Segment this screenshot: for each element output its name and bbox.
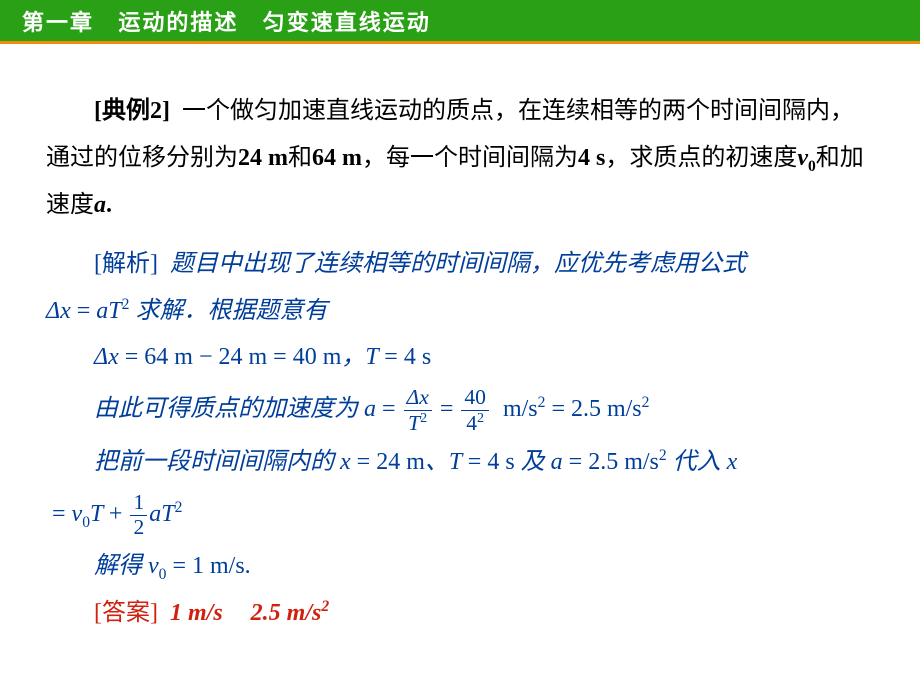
frac-num-40: 40 bbox=[461, 386, 489, 411]
a-val-exp: 2 bbox=[659, 447, 667, 464]
problem-text-2: ，每一个时间间隔为 bbox=[362, 145, 578, 171]
eq-1: = bbox=[382, 396, 396, 422]
kinematic-equation: = v0T + 1 2 aT2 bbox=[46, 486, 874, 544]
period: . bbox=[106, 192, 112, 218]
delta-x-2: Δx bbox=[94, 344, 119, 370]
analysis-line-1: [解析] 题目中出现了连续相等的时间间隔，应优先考虑用公式 bbox=[46, 241, 874, 288]
a-pretext: 由此可得质点的加速度为 bbox=[94, 396, 358, 422]
chapter-topic-1: 运动的描述 bbox=[118, 10, 238, 35]
x-var: x bbox=[340, 449, 351, 475]
v-var: v bbox=[72, 501, 83, 527]
v0-sub-2: 0 bbox=[159, 566, 167, 583]
plus-sign: + bbox=[109, 501, 123, 527]
example-problem: [典例2] 一个做匀加速直线运动的质点，在连续相等的两个时间间隔内，通过的位移分… bbox=[46, 88, 874, 229]
computation-dx: Δx = 64 m − 24 m = 40 m，T = 4 s bbox=[46, 334, 874, 381]
sub-tail: 代入 bbox=[673, 449, 721, 475]
analysis-label: [解析] bbox=[94, 251, 158, 277]
chapter-number: 第一章 bbox=[22, 10, 94, 35]
frac-half: 1 2 bbox=[130, 491, 147, 540]
value-24m: 24 m bbox=[238, 145, 288, 171]
T-var-3: T bbox=[90, 501, 103, 527]
solve-v0: 解得 v0 = 1 m/s. bbox=[46, 543, 874, 590]
frac-num-dx: Δx bbox=[404, 386, 432, 411]
formula-dx-aT2: Δx = aT2 求解．根据题意有 bbox=[46, 288, 874, 335]
page-content: [典例2] 一个做匀加速直线运动的质点，在连续相等的两个时间间隔内，通过的位移分… bbox=[0, 44, 920, 657]
frac-den-T2: T2 bbox=[404, 411, 432, 436]
sep-ji: 及 bbox=[521, 449, 545, 475]
sub-pretext: 把前一段时间间隔内的 bbox=[94, 449, 334, 475]
delta-x: Δx bbox=[46, 298, 71, 324]
conj-and: 和 bbox=[288, 145, 312, 171]
eq-3: = bbox=[52, 501, 66, 527]
v0-var: v bbox=[148, 553, 159, 579]
example-label: [典例2] bbox=[94, 98, 170, 124]
var-v: v bbox=[797, 145, 808, 171]
unit-ms2-a: m/s bbox=[503, 396, 538, 422]
aT2-exp: 2 bbox=[175, 499, 183, 516]
answer-a-exp: 2 bbox=[321, 598, 329, 615]
a-var: a bbox=[364, 396, 376, 422]
eq-2: = bbox=[440, 396, 454, 422]
answer-a: 2.5 m/s bbox=[251, 600, 322, 626]
half-num: 1 bbox=[130, 491, 147, 516]
unit-exp-a: 2 bbox=[538, 394, 546, 411]
a-val-2: = 2.5 m/s bbox=[569, 449, 659, 475]
problem-text-3: ，求质点的初速度 bbox=[605, 145, 797, 171]
answer-label: [答案] bbox=[94, 600, 158, 626]
value-64m: 64 m bbox=[312, 145, 362, 171]
aT: aT bbox=[96, 298, 121, 324]
T-val-2: = 4 s bbox=[468, 449, 515, 475]
frac-40-16: 40 42 bbox=[461, 386, 489, 436]
x-var-2: x bbox=[727, 449, 738, 475]
eq-sign: = bbox=[77, 298, 91, 324]
frac-den-42: 42 bbox=[461, 411, 489, 436]
frac-dx-T2: Δx T2 bbox=[404, 386, 432, 436]
a-var-2: a bbox=[551, 449, 563, 475]
chapter-title: 第一章 运动的描述 匀变速直线运动 bbox=[22, 5, 431, 37]
solve-pretext: 解得 bbox=[94, 553, 142, 579]
substitution-line: 把前一段时间间隔内的 x = 24 m、T = 4 s 及 a = 2.5 m/… bbox=[46, 439, 874, 486]
v0-sub: 0 bbox=[82, 513, 90, 530]
aT-2: aT bbox=[149, 501, 174, 527]
analysis-tail-1: 求解．根据题意有 bbox=[135, 298, 327, 324]
v0-val: = 1 m/s. bbox=[172, 553, 250, 579]
answer-line: [答案] 1 m/s 2.5 m/s2 bbox=[46, 590, 874, 637]
T-var: T bbox=[365, 344, 378, 370]
analysis-text-1: 题目中出现了连续相等的时间间隔，应优先考虑用公式 bbox=[170, 251, 746, 277]
sep-comma: ， bbox=[341, 344, 365, 370]
T-var-2: T bbox=[449, 449, 462, 475]
dx-expr: = 64 m − 24 m = 40 m bbox=[125, 344, 342, 370]
exp-2: 2 bbox=[122, 296, 130, 313]
value-4s: 4 s bbox=[578, 145, 605, 171]
chapter-topic-2: 匀变速直线运动 bbox=[263, 10, 431, 35]
var-v0-sub: 0 bbox=[808, 158, 816, 175]
x-val: = 24 m bbox=[357, 449, 425, 475]
computation-a: 由此可得质点的加速度为 a = Δx T2 = 40 42 m/s2 = 2.5… bbox=[46, 381, 874, 439]
sep-dun: 、 bbox=[425, 449, 449, 475]
a-result-exp: 2 bbox=[642, 394, 650, 411]
half-den: 2 bbox=[130, 516, 147, 540]
var-a: a bbox=[94, 192, 106, 218]
chapter-header: 第一章 运动的描述 匀变速直线运动 bbox=[0, 0, 920, 44]
T-val: = 4 s bbox=[384, 344, 431, 370]
a-result: = 2.5 m/s bbox=[551, 396, 641, 422]
answer-v0: 1 m/s bbox=[170, 600, 223, 626]
